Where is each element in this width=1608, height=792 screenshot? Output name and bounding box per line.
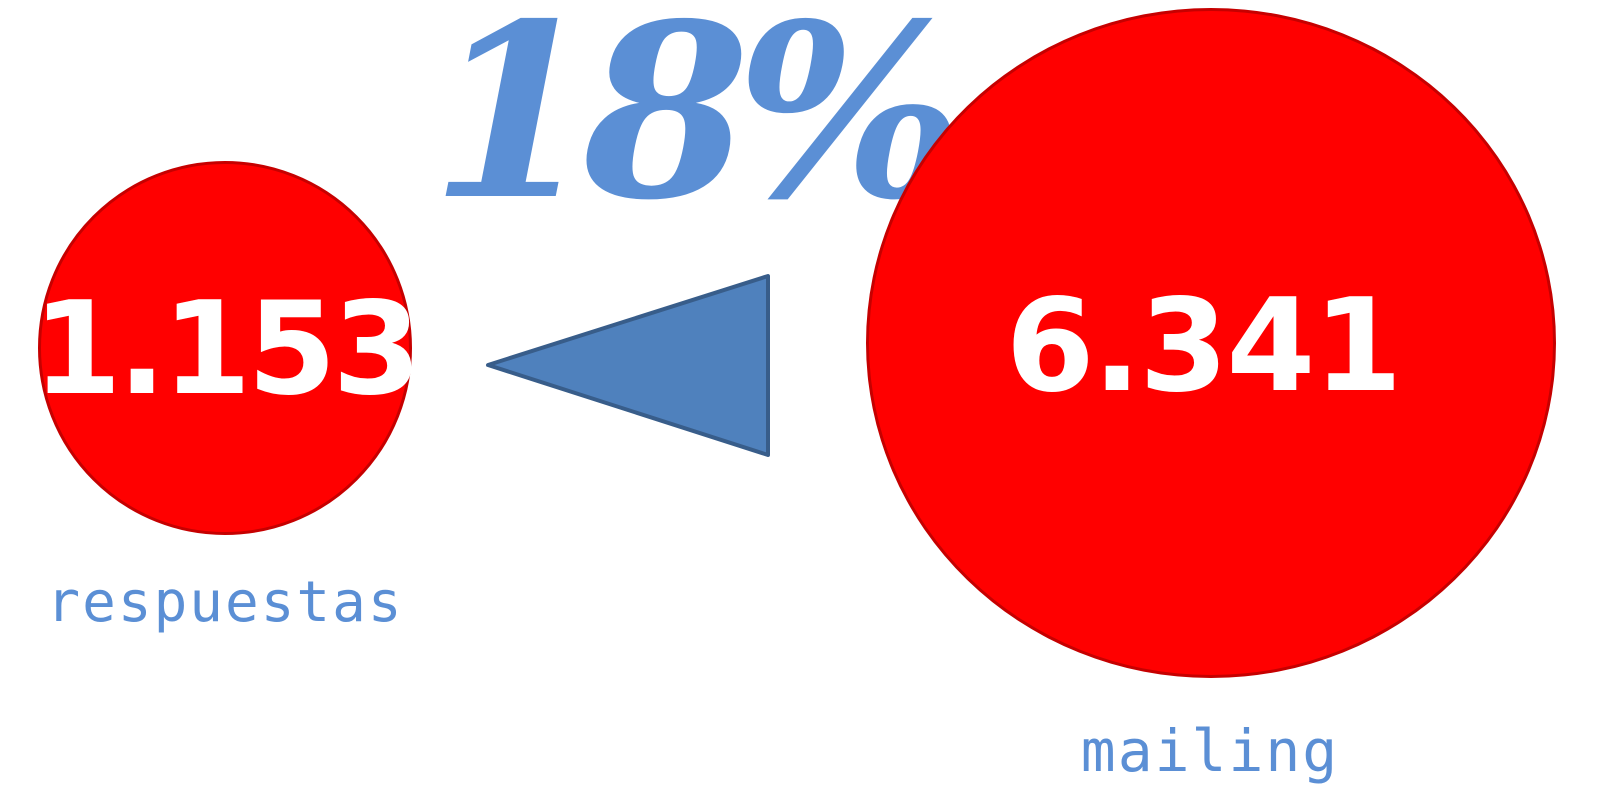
mailing-label: mailing — [1080, 717, 1340, 785]
respuestas-circle: 1.153 — [33, 161, 421, 535]
mailing-circle: 6.341 — [866, 8, 1556, 678]
respuestas-count: 1.153 — [32, 275, 422, 424]
respuestas-label: respuestas — [46, 570, 404, 635]
mailing-count: 6.341 — [1005, 272, 1403, 421]
left-pointing-triangle-icon — [486, 274, 770, 457]
percentage-label: 18% — [430, 0, 964, 253]
